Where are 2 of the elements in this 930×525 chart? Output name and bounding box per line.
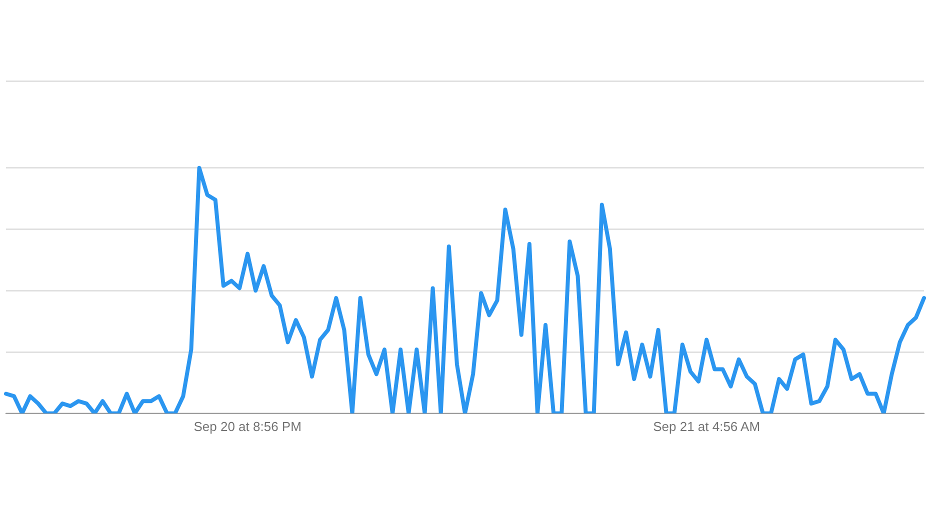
x-tick-label: Sep 21 at 4:56 AM (653, 418, 760, 434)
x-tick-label: Sep 20 at 8:56 PM (194, 418, 302, 434)
